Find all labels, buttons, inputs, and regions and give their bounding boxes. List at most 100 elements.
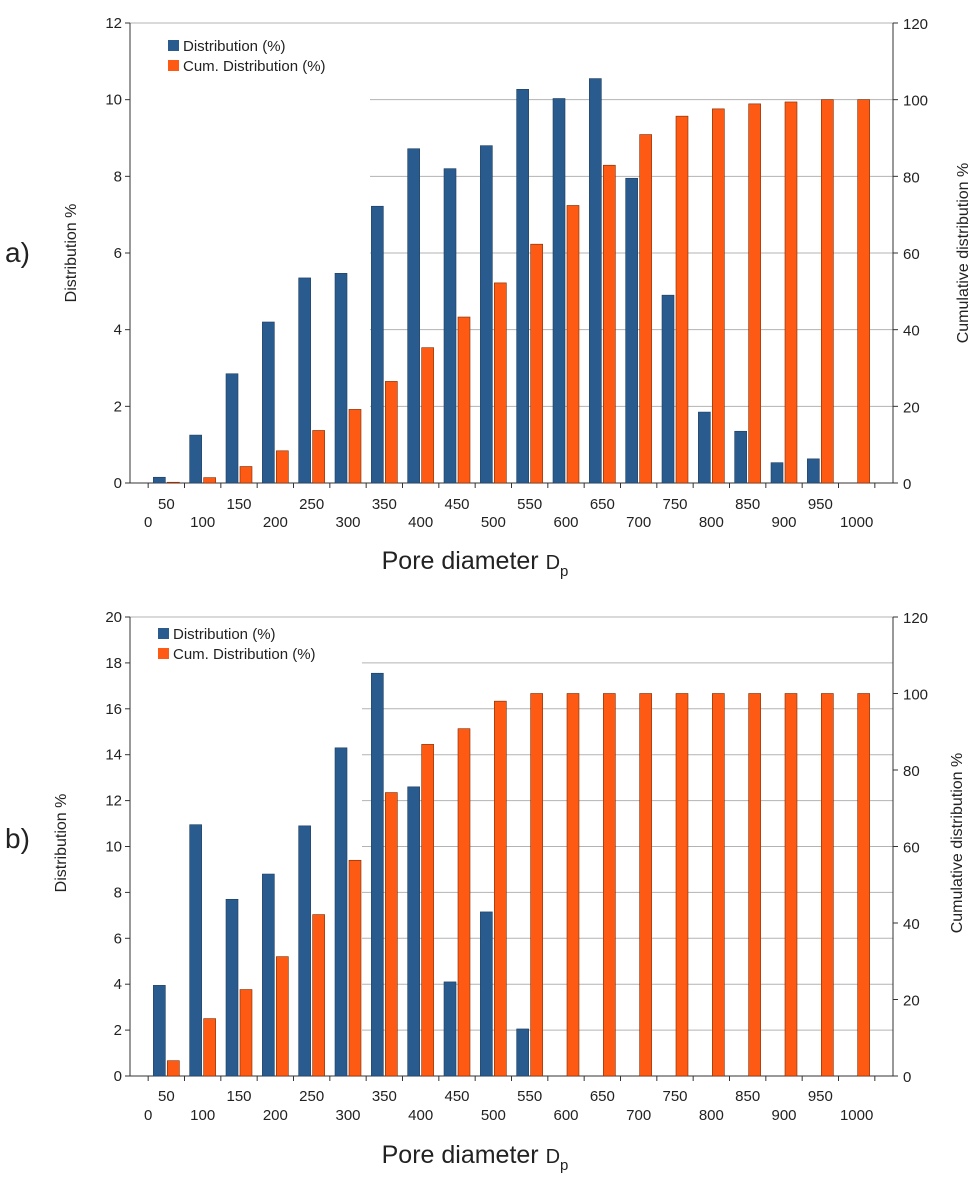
left-tick-label: 2: [114, 1022, 122, 1039]
distribution-bar: [698, 411, 711, 484]
distribution-bar: [443, 981, 457, 1077]
cumulative-bar: [385, 792, 398, 1077]
x-tick-label: 150: [226, 1088, 251, 1105]
x-tick-label: 200: [263, 514, 288, 531]
x-axis-title-symbol: D: [546, 552, 560, 574]
cumulative-bar: [603, 164, 616, 484]
distribution-bar: [334, 273, 348, 484]
legend-swatch-cumulative: [158, 648, 169, 659]
cumulative-bar: [639, 134, 652, 484]
panel-label: b): [5, 823, 30, 854]
x-tick-label: 750: [662, 496, 687, 513]
right-tick-label: 40: [903, 323, 920, 340]
distribution-bar: [334, 747, 348, 1077]
x-tick-label: 350: [372, 1088, 397, 1105]
x-axis-title-subscript: p: [560, 1157, 568, 1174]
right-tick-label: 60: [903, 246, 920, 263]
distribution-bar: [298, 277, 311, 484]
right-tick-label: 80: [903, 763, 920, 780]
x-tick-label: 150: [226, 496, 251, 513]
x-tick-label: 650: [590, 496, 615, 513]
right-tick-label: 60: [903, 840, 920, 857]
distribution-bar: [153, 985, 166, 1077]
cumulative-bar: [421, 744, 434, 1077]
x-tick-label: 750: [662, 1088, 687, 1105]
x-axis-title-text: Pore diameter: [382, 547, 546, 575]
x-tick-label: 550: [517, 496, 542, 513]
left-tick-label: 18: [105, 655, 122, 672]
x-tick-label: 0: [144, 1107, 152, 1124]
cumulative-bar: [312, 914, 325, 1077]
cumulative-bar: [203, 1018, 216, 1077]
left-tick-label: 2: [114, 398, 122, 415]
cumulative-bar: [784, 693, 798, 1077]
x-tick-label: 200: [263, 1107, 288, 1124]
cumulative-bar: [312, 430, 325, 484]
cumulative-bar: [457, 316, 471, 484]
cumulative-bar: [385, 381, 398, 484]
cumulative-bar: [748, 693, 761, 1077]
distribution-bar: [225, 373, 239, 484]
legend-swatch-cumulative: [168, 60, 179, 71]
x-tick-label: 850: [735, 496, 760, 513]
distribution-bar: [225, 898, 239, 1077]
cumulative-bar: [276, 450, 289, 484]
x-tick-label: 850: [735, 1088, 760, 1105]
right-tick-label: 100: [903, 687, 928, 704]
right-tick-label: 80: [903, 169, 920, 186]
x-tick-label: 800: [699, 514, 724, 531]
cumulative-bar: [712, 693, 725, 1077]
cumulative-bar: [239, 466, 253, 484]
left-tick-label: 10: [105, 839, 122, 856]
chart-panel-a: 0246810120204060801001200501001502002503…: [5, 15, 972, 580]
right-tick-label: 120: [903, 16, 928, 33]
x-tick-label: 800: [699, 1107, 724, 1124]
distribution-bar: [589, 78, 602, 484]
distribution-bar: [262, 873, 275, 1077]
left-tick-label: 0: [114, 1068, 122, 1085]
cumulative-bar: [239, 989, 253, 1077]
distribution-bar: [189, 824, 202, 1077]
cumulative-bar: [530, 243, 543, 484]
right-tick-label: 40: [903, 916, 920, 933]
right-tick-label: 0: [903, 1069, 911, 1086]
left-tick-label: 4: [114, 976, 122, 993]
left-tick-label: 16: [105, 701, 122, 718]
y-axis-title-right: Cumulative distribution %: [949, 753, 966, 934]
distribution-bar: [661, 294, 675, 484]
legend-label-cumulative: Cum. Distribution (%): [183, 58, 326, 75]
x-tick-label: 300: [335, 1107, 360, 1124]
cumulative-bar: [566, 693, 580, 1077]
cumulative-bar: [276, 956, 289, 1077]
x-tick-label: 400: [408, 1107, 433, 1124]
x-tick-label: 500: [481, 1107, 506, 1124]
right-tick-label: 20: [903, 399, 920, 416]
distribution-bar: [153, 476, 166, 484]
legend-label-distribution: Distribution (%): [183, 38, 286, 55]
left-tick-label: 12: [105, 793, 122, 810]
distribution-bar: [807, 458, 820, 484]
x-tick-label: 1000: [840, 1107, 873, 1124]
cumulative-bar: [494, 700, 507, 1077]
x-tick-label: 350: [372, 496, 397, 513]
cumulative-bar: [857, 693, 870, 1077]
left-tick-label: 10: [105, 92, 122, 109]
x-axis-title-symbol: D: [546, 1146, 560, 1168]
right-tick-label: 120: [903, 610, 928, 627]
x-tick-label: 600: [553, 514, 578, 531]
panel-label: a): [5, 237, 30, 268]
cumulative-bar: [748, 103, 761, 484]
left-tick-label: 6: [114, 930, 122, 947]
left-tick-label: 8: [114, 168, 122, 185]
x-axis-title: Pore diameter Dp: [382, 1141, 569, 1174]
cumulative-bar: [857, 99, 870, 484]
distribution-bar: [625, 177, 638, 484]
x-tick-label: 650: [590, 1088, 615, 1105]
legend: Distribution (%) Cum. Distribution (%): [168, 38, 326, 75]
cumulative-bar: [167, 481, 180, 484]
distribution-bar: [371, 672, 384, 1077]
cumulative-bar: [494, 282, 507, 484]
distribution-bar: [407, 786, 420, 1077]
